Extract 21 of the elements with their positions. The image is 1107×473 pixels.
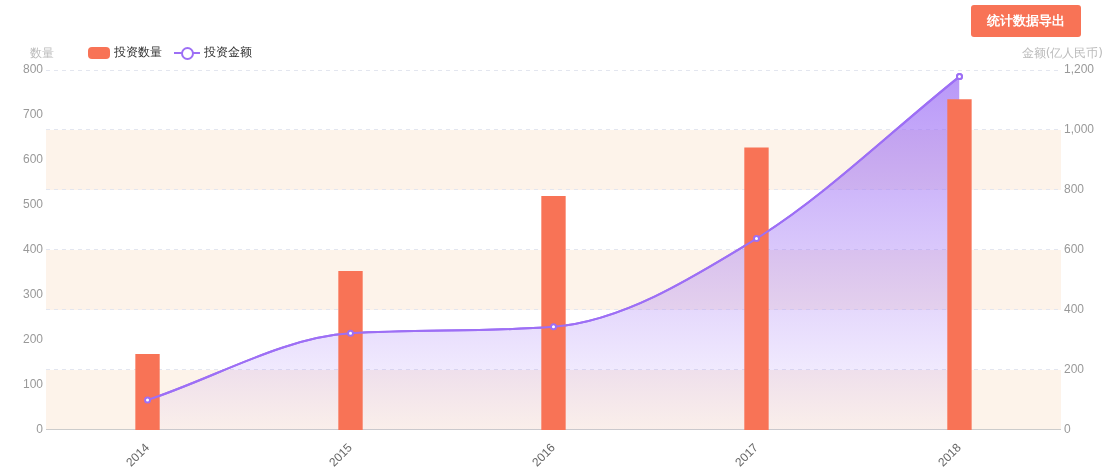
y2-tick-label: 400 xyxy=(1063,302,1085,317)
legend-label: 投资数量 xyxy=(114,44,162,61)
export-button: 统计数据导出 xyxy=(971,5,1081,37)
y-tick-label: 200 xyxy=(22,332,44,347)
y-tick-label: 0 xyxy=(36,422,44,437)
y-tick-label: 300 xyxy=(22,287,44,302)
y-tick-label: 500 xyxy=(22,197,44,212)
y2-tick-label: 200 xyxy=(1063,362,1085,377)
y-tick-label: 800 xyxy=(22,62,44,77)
y-axis-title: 数量 xyxy=(30,45,54,62)
y2-tick-label: 1,200 xyxy=(1063,62,1095,77)
y2-axis-title: 金额(亿人民币) xyxy=(1021,45,1103,62)
y-tick-label: 100 xyxy=(22,377,44,392)
y-tick-label: 400 xyxy=(22,242,44,257)
y2-tick-label: 1,000 xyxy=(1063,122,1095,137)
y2-tick-label: 600 xyxy=(1063,242,1085,257)
legend-label: 投资金额 xyxy=(204,44,252,61)
y2-tick-label: 0 xyxy=(1063,422,1071,437)
y-tick-label: 700 xyxy=(22,107,44,122)
y-tick-label: 600 xyxy=(22,152,44,167)
y2-tick-label: 800 xyxy=(1063,182,1085,197)
